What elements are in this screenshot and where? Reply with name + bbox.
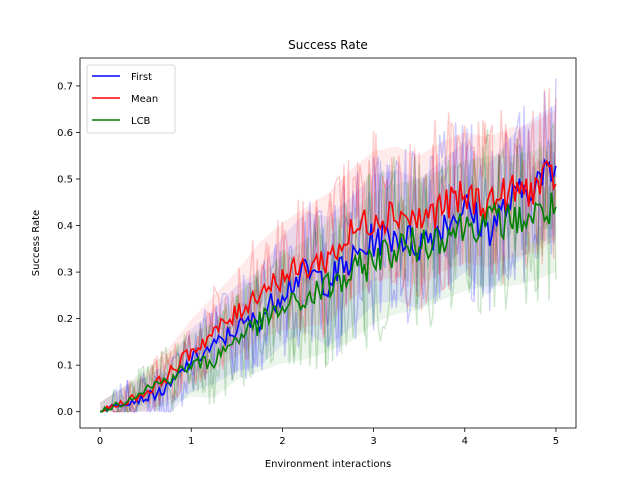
legend-box xyxy=(86,64,176,134)
y-tick-label: 0.3 xyxy=(57,268,73,279)
variance-band-mean xyxy=(100,109,556,412)
x-tick-label: 2 xyxy=(279,436,285,447)
seed-trace-lcb xyxy=(99,129,557,413)
legend-label-mean: Mean xyxy=(131,94,158,105)
series-lines xyxy=(100,158,557,413)
y-tick-label: 0.0 xyxy=(57,407,73,418)
x-tick-label: 3 xyxy=(370,436,376,447)
seed-trace-mean xyxy=(99,88,557,413)
chart-title: Success Rate xyxy=(288,38,368,52)
seed-trace-first xyxy=(99,91,557,414)
y-tick-label: 0.2 xyxy=(57,314,73,325)
seed-traces xyxy=(99,78,557,415)
y-axis-label: Success Rate xyxy=(31,210,42,276)
y-tick-label: 0.5 xyxy=(57,175,73,186)
y-axis: 0.0 0.1 0.2 0.3 0.4 0.5 0.6 0.7 xyxy=(57,81,80,418)
x-axis: 0 1 2 3 4 5 xyxy=(97,428,559,447)
series-line-lcb xyxy=(100,192,557,413)
legend-label-lcb: LCB xyxy=(131,116,151,127)
y-tick-label: 0.4 xyxy=(57,221,73,232)
seed-trace-lcb xyxy=(99,122,557,413)
seed-trace-first xyxy=(99,78,557,413)
plot-area-frame xyxy=(79,57,577,429)
x-tick-label: 0 xyxy=(97,436,103,447)
x-tick-label: 1 xyxy=(188,436,194,447)
x-tick-label: 5 xyxy=(553,436,559,447)
series-line-mean xyxy=(100,159,557,413)
legend-label-first: First xyxy=(131,72,152,83)
seed-trace-mean xyxy=(99,110,557,415)
x-tick-label: 4 xyxy=(462,436,468,447)
y-tick-label: 0.7 xyxy=(57,81,73,92)
legend: First Mean LCB xyxy=(86,64,176,134)
x-axis-label: Environment interactions xyxy=(265,459,391,470)
y-tick-label: 0.6 xyxy=(57,128,73,139)
y-tick-label: 0.1 xyxy=(57,361,73,372)
